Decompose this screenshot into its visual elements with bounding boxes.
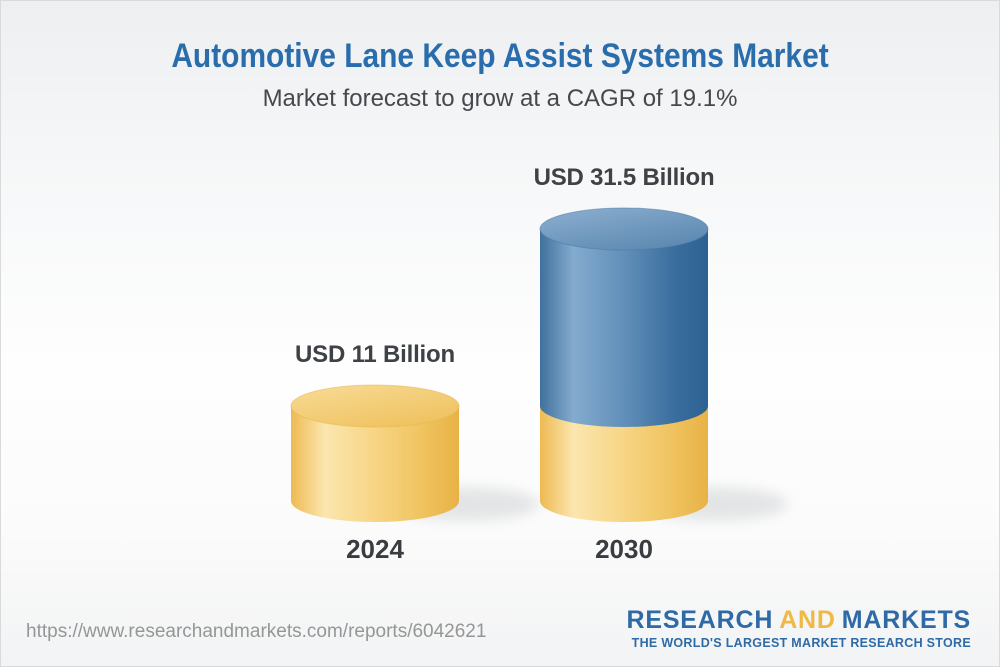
logo-word-research: RESEARCH	[626, 606, 774, 634]
bar-2030-base-segment	[540, 406, 708, 522]
research-and-markets-logo: RESEARCH AND MARKETS THE WORLD'S LARGEST M…	[627, 607, 972, 650]
logo-word-and: AND	[779, 606, 836, 634]
logo-tagline: THE WORLD'S LARGEST MARKET RESEARCH STOR…	[631, 636, 971, 650]
report-url: https://www.researchandmarkets.com/repor…	[26, 621, 487, 642]
logo-word-markets: MARKETS	[841, 606, 971, 634]
bar-2030-growth-segment	[540, 229, 708, 428]
logo-wordmark: RESEARCH AND MARKETS	[627, 607, 972, 633]
category-label-2024: 2024	[346, 534, 404, 564]
chart-header: Automotive Lane Keep Assist Systems Mark…	[1, 39, 999, 111]
value-label-2024: USD 11 Billion	[295, 341, 455, 369]
bar-2030-cylinder-top	[539, 207, 709, 251]
bar-2024-cylinder-body	[291, 406, 459, 522]
value-label-2030: USD 31.5 Billion	[533, 164, 715, 191]
bar-2024	[290, 384, 460, 522]
page-title: Automotive Lane Keep Assist Systems Mark…	[171, 37, 829, 75]
category-label-2030: 2030	[595, 534, 653, 564]
bar-2024-cylinder-top	[290, 384, 460, 428]
bar-2030	[539, 207, 709, 522]
chart-subtitle: Market forecast to grow at a CAGR of 19.…	[262, 85, 738, 112]
